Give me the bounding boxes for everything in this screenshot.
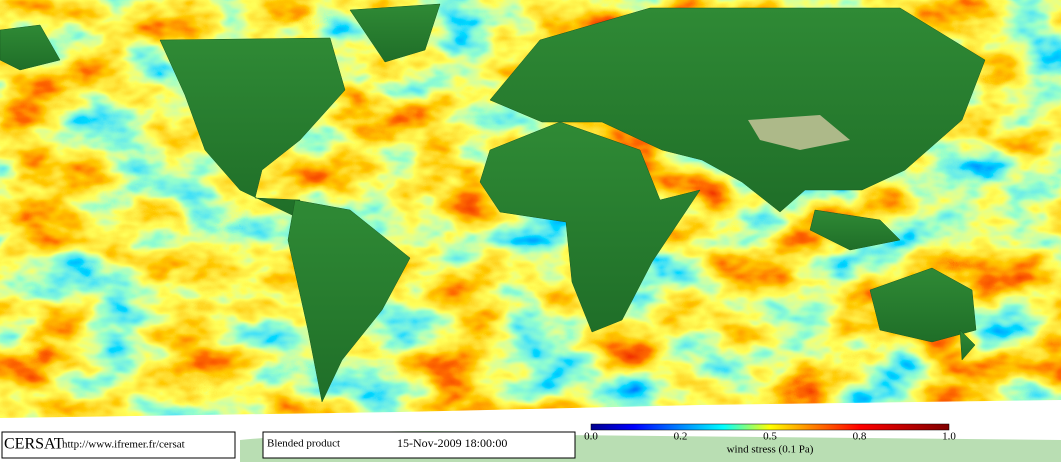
colorbar-tick-label: 0.2	[674, 431, 688, 443]
land	[0, 3, 986, 403]
product-box	[262, 431, 576, 459]
url: http://www.ifremer.fr/cersat	[62, 439, 185, 451]
product: Blended product	[267, 438, 340, 450]
colorbar-tick-label: 0.5	[763, 431, 777, 443]
colorbar-tick-label: 0.8	[853, 431, 867, 443]
datetime: 15-Nov-2009 18:00:00	[397, 436, 507, 450]
colorbar-ticks: 0.0 0.2 0.5 0.8 1.0	[584, 431, 956, 443]
colorbar-tick-label: 0.0	[584, 431, 598, 443]
colorbar-tick-label: 1.0	[942, 431, 956, 443]
logo-box	[1, 431, 236, 459]
logo: CERSAT	[4, 436, 64, 453]
plateau	[748, 115, 850, 150]
legend-title: wind stress (0.1 Pa)	[727, 444, 814, 456]
colorbar	[590, 423, 950, 431]
